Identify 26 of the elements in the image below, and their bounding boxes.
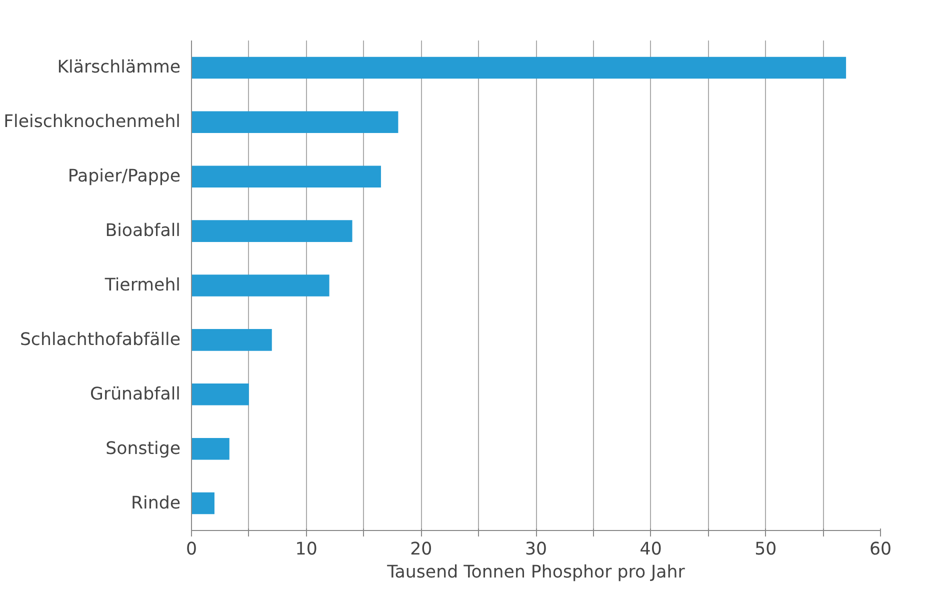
bar bbox=[192, 274, 330, 296]
x-tick-label: 60 bbox=[869, 540, 892, 560]
x-axis-title: Tausend Tonnen Phosphor pro Jahr bbox=[386, 562, 686, 582]
y-tick-label: Tiermehl bbox=[104, 276, 181, 296]
bar bbox=[192, 329, 272, 351]
x-tick-label: 20 bbox=[410, 540, 432, 560]
bar bbox=[192, 492, 214, 514]
x-tick-label: 50 bbox=[754, 540, 777, 560]
x-tick-label: 40 bbox=[640, 540, 662, 560]
x-tick-label: 0 bbox=[186, 540, 198, 560]
x-tick-label: 30 bbox=[524, 540, 548, 560]
y-tick-label: Rinde bbox=[131, 493, 181, 514]
y-tick-label: Grünabfall bbox=[90, 384, 180, 404]
bar bbox=[192, 166, 381, 188]
y-tick-label: Fleischknochenmehl bbox=[4, 112, 181, 132]
y-tick-label: Papier/Pappe bbox=[68, 166, 181, 187]
bar bbox=[192, 220, 352, 242]
bar bbox=[192, 56, 846, 79]
y-tick-label: Bioabfall bbox=[105, 221, 181, 242]
y-tick-label: Schlachthofabfälle bbox=[20, 330, 181, 350]
bar bbox=[192, 438, 230, 460]
y-tick-label: Sonstige bbox=[106, 438, 181, 459]
bar bbox=[192, 384, 249, 406]
x-tick-label: 10 bbox=[295, 540, 318, 560]
bar bbox=[192, 111, 398, 134]
y-tick-label: Klärschlämme bbox=[57, 58, 180, 78]
